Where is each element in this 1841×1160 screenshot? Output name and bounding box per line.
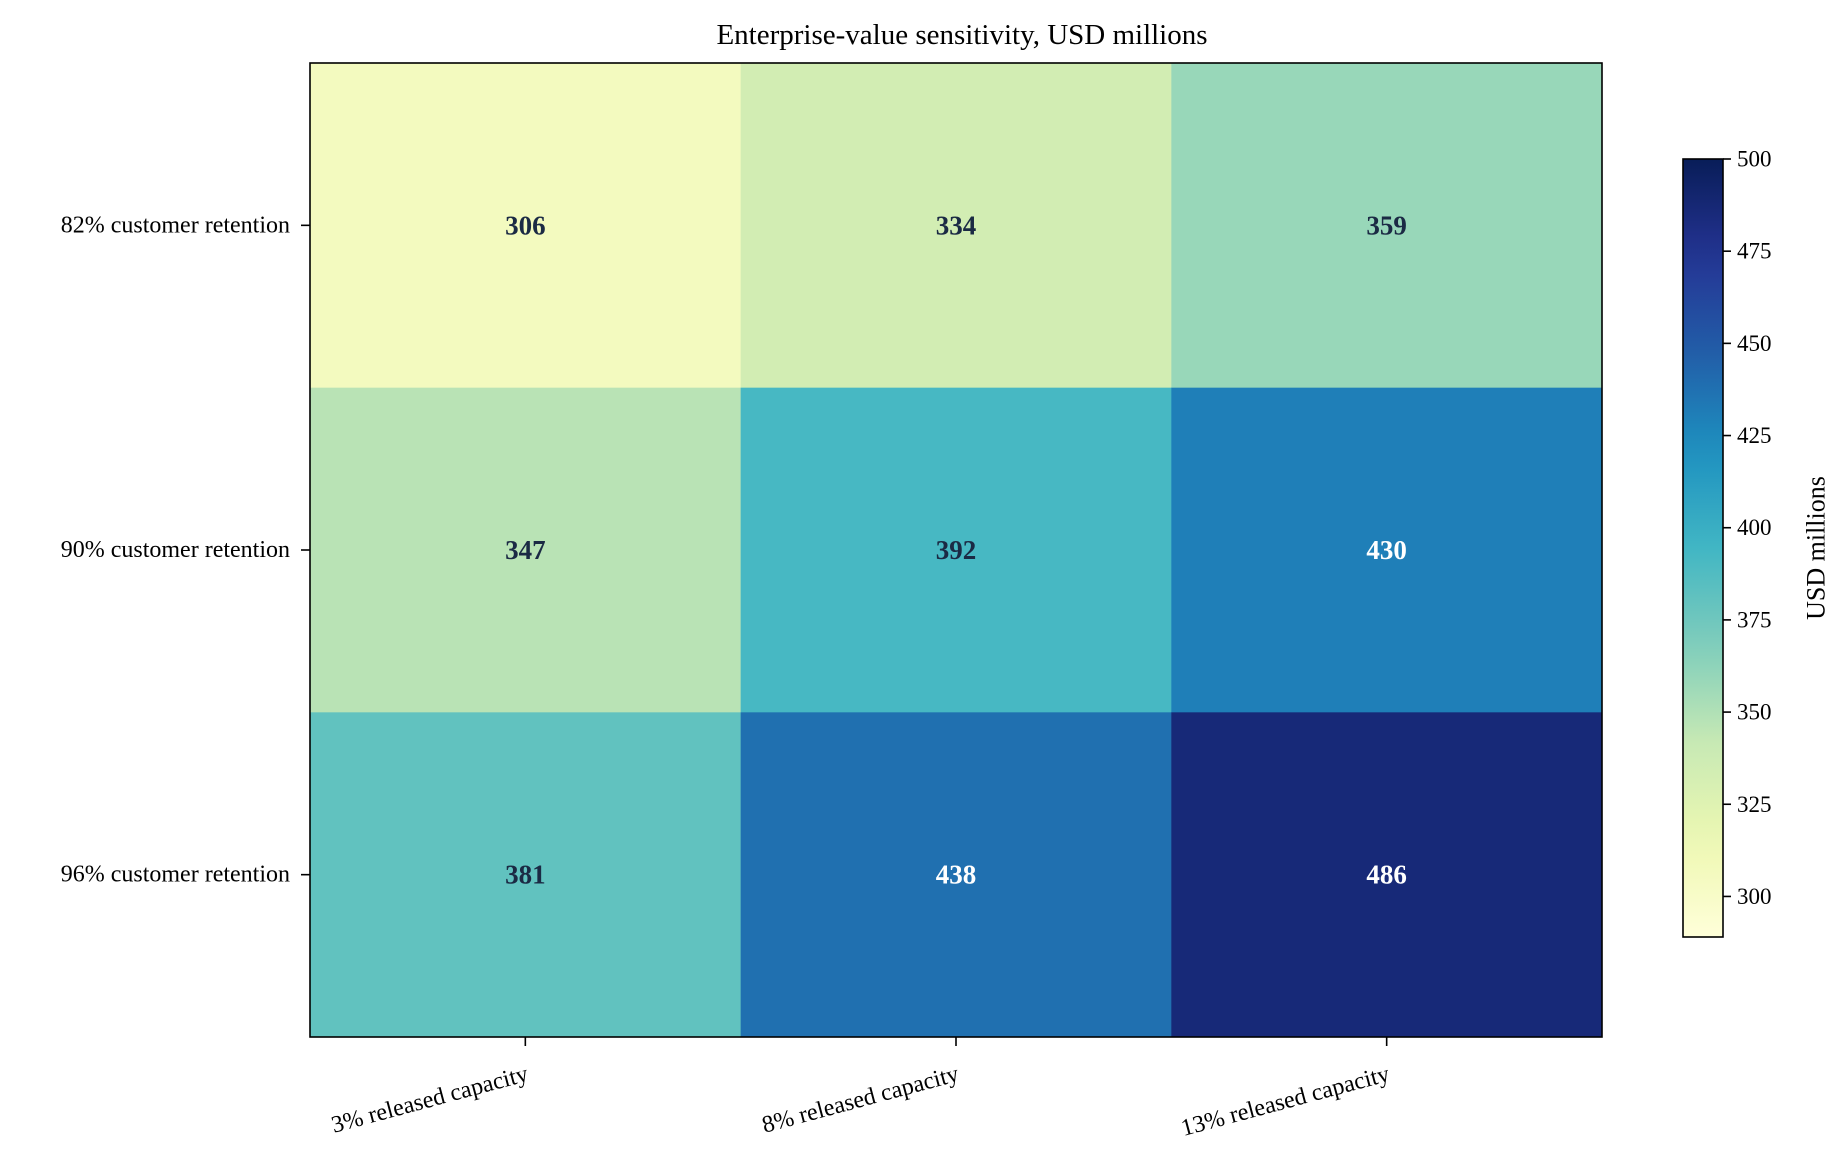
heatmap-cell — [740, 63, 1172, 389]
colorbar-tick-label: 400 — [1737, 515, 1772, 540]
heatmap-cell — [1171, 63, 1603, 389]
y-tick-label: 96% customer retention — [61, 862, 290, 888]
cell-value-label: 306 — [505, 210, 546, 240]
heatmap-cell — [310, 387, 742, 713]
heatmap-cell — [310, 712, 742, 1038]
y-tick-label: 90% customer retention — [61, 537, 290, 563]
colorbar-tick-label: 325 — [1737, 792, 1772, 817]
colorbar-label: USD millions — [1802, 476, 1831, 620]
colorbar-tick-label: 500 — [1737, 147, 1772, 172]
x-tick-label: 3% released capacity — [329, 1061, 531, 1139]
heatmap-cells — [310, 63, 1603, 1038]
heatmap-cell — [740, 712, 1172, 1038]
cell-value-label: 381 — [505, 860, 546, 890]
x-axis: 3% released capacity 8% released capacity… — [329, 1037, 1392, 1142]
heatmap-cell — [1171, 387, 1603, 713]
colorbar-bar — [1682, 158, 1724, 938]
colorbar-tick-label: 425 — [1737, 423, 1772, 448]
heatmap-cell — [1171, 712, 1603, 1038]
cell-value-label: 359 — [1366, 210, 1407, 240]
cell-value-label: 438 — [936, 860, 977, 890]
x-tick-label: 13% released capacity — [1178, 1061, 1392, 1142]
colorbar: 300 325 350 375 400 425 450 475 500 USD millions — [1682, 147, 1831, 938]
colorbar-tick-label: 450 — [1737, 331, 1772, 356]
y-tick-label: 82% customer retention — [61, 212, 290, 238]
cell-value-labels: 306 334 359 347 392 430 381 438 486 — [505, 210, 1407, 889]
colorbar-tick-label: 350 — [1737, 700, 1772, 725]
cell-value-label: 334 — [936, 210, 977, 240]
cell-value-label: 392 — [936, 535, 977, 565]
cell-value-label: 430 — [1366, 535, 1407, 565]
cell-value-label: 486 — [1366, 860, 1407, 890]
colorbar-tick-label: 375 — [1737, 607, 1772, 632]
cell-value-label: 347 — [505, 535, 546, 565]
chart-title: Enterprise-value sensitivity, USD millio… — [716, 19, 1207, 51]
x-tick-label: 8% released capacity — [759, 1061, 961, 1139]
colorbar-tick-label: 475 — [1737, 239, 1772, 264]
heatmap-cell — [740, 387, 1172, 713]
y-axis: 82% customer retention 90% customer reten… — [61, 212, 310, 888]
heatmap-cell — [310, 63, 742, 389]
colorbar-tick-label: 300 — [1737, 884, 1772, 909]
